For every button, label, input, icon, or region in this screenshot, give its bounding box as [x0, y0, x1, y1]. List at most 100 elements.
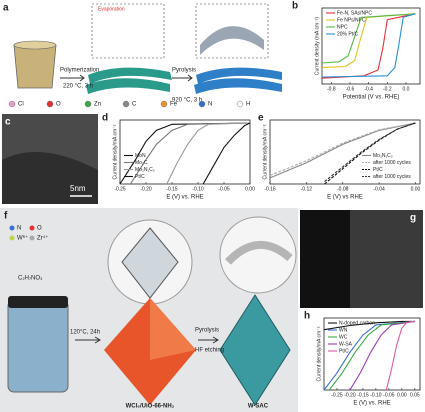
x-tick-label: -0.20	[140, 186, 152, 192]
x-tick-label: -0.4	[364, 86, 373, 92]
step-label: Pyrolysis	[195, 328, 219, 334]
atom-label: Fe	[170, 102, 178, 108]
plot-frame	[321, 7, 421, 85]
series-line	[129, 122, 251, 185]
atom-label: H	[246, 102, 250, 108]
carbon-sheet	[225, 240, 293, 265]
atom-label: O	[56, 102, 61, 108]
atom-label: Zn	[94, 102, 101, 108]
legend-label: Mo₂N₁C₂	[135, 167, 155, 173]
atom	[29, 225, 35, 231]
green-sheets	[86, 67, 172, 94]
x-tick-label: 0.00	[245, 186, 255, 192]
x-tick-label: -0.6	[346, 86, 355, 92]
x-axis-label: E (V) vs. RHE	[166, 195, 203, 201]
x-tick-label: -0.10	[192, 186, 204, 192]
series-line	[328, 320, 415, 391]
atom	[29, 235, 35, 241]
atom-label: Zr⁴⁺	[37, 235, 48, 242]
legend-label: after 1000 cycles	[373, 174, 411, 180]
x-tick-label: 0.05	[410, 392, 420, 398]
beaker-top	[13, 40, 57, 50]
panel-a: a Evaporation Polymerization 220 °C, 3 h…	[3, 3, 282, 108]
atom-label: N	[208, 102, 212, 108]
jar-lid	[8, 296, 68, 308]
step-label: Pyrolysis	[172, 68, 196, 74]
step-label: Polymerization	[60, 68, 99, 74]
atom	[236, 100, 244, 108]
inset-circle	[219, 216, 297, 294]
precursor-label: WCl₆/UiO-66-NH₂	[126, 404, 175, 410]
legend-label: Pt/C	[135, 174, 145, 180]
atom	[84, 100, 92, 108]
legend-label: WN	[339, 327, 348, 333]
x-axis-label: Potential (V vs. RHE)	[343, 95, 400, 101]
step-condition: 220 °C, 3 h	[63, 84, 93, 90]
tem-region	[2, 152, 98, 204]
legend-label: Fe NPs/NPC	[337, 17, 366, 23]
x-tick-label: -0.25	[331, 392, 343, 398]
x-tick-label: -0.25	[114, 186, 126, 192]
panel-letter: b	[292, 1, 298, 12]
panel-letter: d	[102, 113, 108, 124]
panel-letter: c	[5, 117, 11, 128]
legend-label: WC	[339, 334, 348, 340]
legend-label: Fe-N, SAs/NPC	[337, 10, 372, 16]
atom	[122, 100, 130, 108]
x-tick-label: -0.15	[357, 392, 369, 398]
series-line	[202, 122, 251, 185]
atom	[9, 235, 15, 241]
panel-c: c 5nm	[2, 114, 98, 204]
series-line	[324, 122, 416, 183]
panel-f: f N O W⁶⁺ Zr⁴⁺ C₂H₇NO₃ 120°C, 24h Pyroly…	[0, 208, 298, 412]
product-label: W-SAC	[248, 404, 269, 410]
y-axis-label: Current density/mA cm⁻²	[262, 124, 268, 179]
arrows	[75, 336, 219, 344]
atom	[198, 100, 206, 108]
series-line	[321, 13, 416, 69]
series-line	[166, 122, 251, 185]
atom-label: C	[132, 102, 137, 108]
x-tick-label: -0.04	[373, 186, 385, 192]
series-line	[324, 122, 416, 185]
atom-label: W⁶⁺	[17, 235, 28, 242]
x-tick-label: -0.05	[383, 392, 395, 398]
legend-label: 20% Pt/C	[337, 31, 359, 37]
series-line	[321, 13, 416, 78]
legend-label: Pt/C	[339, 348, 349, 354]
panel-letter: a	[3, 3, 9, 14]
series-line	[321, 13, 416, 79]
formula: C₂H₇NO₃	[18, 276, 43, 282]
atom-label: Cl	[18, 102, 24, 108]
x-tick-label: 0.00	[397, 392, 407, 398]
y-axis-label: Current density (mA cm⁻²)	[314, 17, 320, 76]
series-line	[269, 122, 416, 177]
legend-label: Mo₂C	[135, 160, 148, 166]
x-tick-label: -0.20	[344, 392, 356, 398]
legend-label: MoN	[135, 153, 146, 159]
legend-label: after 1000 cycles	[373, 160, 411, 166]
series-line	[119, 122, 251, 185]
atom	[9, 225, 15, 231]
atom	[160, 100, 168, 108]
plot-frame	[323, 317, 421, 391]
series-line	[323, 320, 415, 331]
x-tick-label: -0.8	[327, 86, 336, 92]
x-tick-label: -0.15	[166, 186, 178, 192]
plot-frame	[119, 119, 251, 185]
series-line	[385, 320, 415, 391]
x-axis-label: E (V) vs. RHE	[353, 401, 390, 407]
x-tick-label: -0.10	[370, 392, 382, 398]
sheet	[200, 26, 264, 55]
product-octahedron	[219, 294, 291, 406]
atom-label: O	[37, 226, 42, 232]
series-line	[321, 13, 416, 64]
dark-region	[300, 210, 350, 308]
x-axis-label: E (V) vs RHE	[327, 195, 363, 201]
y-axis-label: Current density/mA cm⁻²	[112, 124, 118, 179]
legend-label: NPC	[337, 24, 348, 30]
arrows	[60, 74, 193, 82]
scale-label: 5nm	[70, 184, 86, 193]
